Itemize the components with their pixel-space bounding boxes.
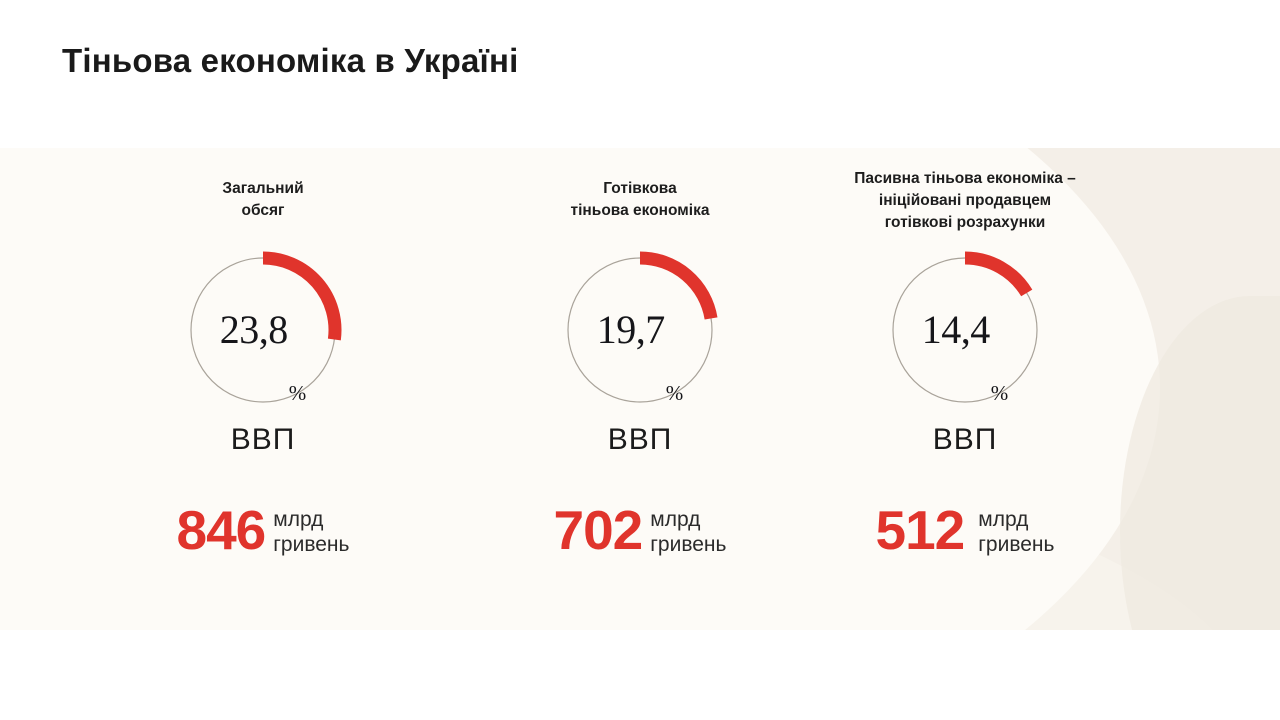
donut-value: 14,4 %	[887, 252, 1043, 408]
column-heading-line: Готівкова	[603, 180, 677, 197]
gdp-label: ВВП	[607, 423, 673, 456]
donut-chart-passive-shadow-economy: 14,4 %	[887, 251, 1043, 408]
donut-chart-cash-shadow-economy: 19,7 %	[562, 251, 718, 408]
column-heading-line: готівкові розрахунки	[884, 214, 1046, 231]
gdp-label: ВВП	[932, 423, 998, 456]
donut-percent-number: 14,4	[921, 307, 991, 352]
gdp-label: ВВП	[230, 423, 296, 456]
amount-number: 512	[875, 499, 966, 561]
amount-block: 512 млрд гривень	[790, 503, 1140, 558]
content-panel: Загальний обсяг 23,8 % ВВП 846	[0, 148, 1280, 630]
metric-columns: Загальний обсяг 23,8 % ВВП 846	[0, 148, 1280, 630]
metric-column-cash-shadow-economy: Готівкова тіньова економіка 19,7 % ВВП 7…	[475, 148, 805, 630]
donut-svg	[567, 251, 718, 403]
metric-column-total-volume: Загальний обсяг 23,8 % ВВП 846	[98, 148, 428, 630]
amount-unit-line: гривень	[650, 532, 727, 556]
amount-block: 702 млрд гривень	[475, 503, 805, 558]
donut-percent-number: 19,7	[596, 307, 666, 352]
donut-arc	[964, 251, 1033, 297]
column-heading-line: Загальний	[222, 180, 304, 197]
donut-svg	[892, 251, 1038, 403]
column-heading-line: ініційовані продавцем	[878, 192, 1052, 209]
donut-percent-symbol: %	[990, 381, 1009, 405]
amount-unit: млрд гривень	[978, 504, 1054, 558]
donut-arc	[639, 251, 718, 320]
donut-percent-symbol: %	[288, 381, 307, 405]
column-heading-line: обсяг	[241, 202, 285, 219]
donut-value: 19,7 %	[562, 252, 718, 408]
amount-number: 702	[553, 499, 644, 561]
donut-percent-number: 23,8	[219, 307, 289, 352]
column-heading: Загальний обсяг	[98, 178, 428, 222]
column-heading: Пасивна тіньова економіка – ініційовані …	[790, 168, 1140, 234]
column-heading-line: тіньова економіка	[570, 202, 710, 219]
amount-unit-line: млрд	[273, 507, 324, 531]
amount-unit: млрд гривень	[650, 504, 726, 558]
column-heading-line: Пасивна тіньова економіка –	[854, 170, 1076, 187]
amount-unit: млрд гривень	[273, 504, 349, 558]
title-bar: Тіньова економіка в Україні	[0, 0, 1280, 148]
donut-chart-total-volume: 23,8 %	[185, 251, 342, 408]
donut-value: 23,8 %	[185, 252, 341, 408]
donut-arc	[262, 251, 342, 341]
amount-block: 846 млрд гривень	[98, 503, 428, 558]
amount-unit-line: млрд	[978, 507, 1029, 531]
amount-number: 846	[176, 499, 267, 561]
column-heading: Готівкова тіньова економіка	[475, 178, 805, 222]
donut-percent-symbol: %	[665, 381, 684, 405]
page-title: Тіньова економіка в Україні	[62, 42, 519, 79]
amount-unit-line: гривень	[273, 532, 350, 556]
donut-svg	[190, 251, 342, 403]
footer-logo-bar: mastercard Національний банк України	[0, 630, 1280, 720]
amount-unit-line: млрд	[650, 507, 701, 531]
amount-unit-line: гривень	[978, 532, 1055, 556]
metric-column-passive-shadow-economy: Пасивна тіньова економіка – ініційовані …	[790, 148, 1140, 630]
